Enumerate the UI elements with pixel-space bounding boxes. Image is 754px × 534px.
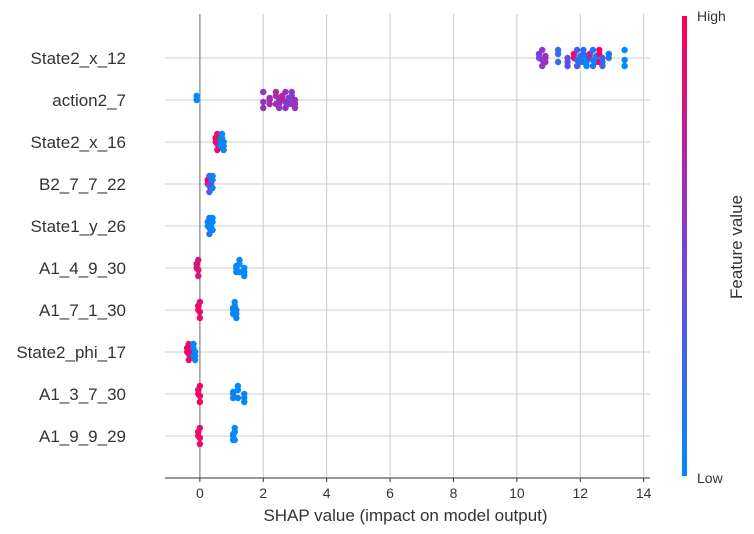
shap-point <box>260 104 267 112</box>
feature-label: A1_3_7_30 <box>39 385 126 404</box>
shap-point <box>220 146 227 154</box>
feature-label: action2_7 <box>52 91 126 110</box>
x-axis-ticks: 0 2 4 6 8 10 12 14 <box>196 478 652 501</box>
colorbar-low-label: Low <box>697 470 724 486</box>
feature-label: B2_7_7_22 <box>39 175 126 194</box>
x-tick-label: 8 <box>450 485 458 501</box>
shap-point <box>233 314 240 322</box>
x-tick-label: 10 <box>509 485 525 501</box>
x-axis-title: SHAP value (impact on model output) <box>263 506 547 525</box>
shap-point <box>564 62 571 70</box>
shap-point <box>275 104 283 112</box>
shap-point <box>554 58 562 66</box>
shap-point <box>196 398 204 406</box>
shap-point <box>195 272 202 280</box>
row-gridlines <box>165 14 650 478</box>
feature-labels: State2_x_12 action2_7 State2_x_16 B2_7_7_22… <box>16 49 126 446</box>
shap-point <box>185 340 192 348</box>
colorbar-title: Feature value <box>727 195 746 299</box>
x-tick-label: 4 <box>323 485 331 501</box>
shap-point <box>196 314 204 322</box>
shap-point <box>231 428 238 436</box>
shap-point <box>209 226 216 234</box>
shap-point <box>241 398 248 406</box>
shap-point <box>191 356 199 364</box>
shap-point <box>196 440 204 448</box>
shap-point <box>605 54 612 62</box>
shap-points <box>183 46 628 448</box>
shap-point <box>282 88 289 96</box>
shap-point <box>583 62 590 70</box>
shap-point <box>236 260 243 268</box>
shap-point <box>196 298 204 306</box>
shap-point <box>542 58 549 66</box>
shap-point <box>231 436 238 444</box>
shap-point <box>195 256 202 264</box>
shap-point <box>621 62 628 70</box>
shap-point <box>621 56 628 64</box>
shap-point <box>234 386 242 394</box>
feature-label: A1_9_9_29 <box>39 427 126 446</box>
shap-point <box>209 176 216 184</box>
x-tick-label: 14 <box>636 485 652 501</box>
feature-label: State2_x_16 <box>31 133 126 152</box>
colorbar <box>682 16 687 476</box>
feature-label: A1_7_1_30 <box>39 301 126 320</box>
shap-point <box>266 100 273 108</box>
x-tick-label: 2 <box>259 485 267 501</box>
x-tick-label: 6 <box>386 485 394 501</box>
shap-point <box>241 272 248 280</box>
x-tick-label: 0 <box>196 485 204 501</box>
shap-point <box>291 104 299 112</box>
shap-point <box>260 88 267 96</box>
shap-point <box>196 424 204 432</box>
shap-point <box>193 96 200 104</box>
shap-point <box>573 46 581 54</box>
shap-point <box>196 434 204 442</box>
feature-label: State2_x_12 <box>31 49 126 68</box>
shap-point <box>260 98 267 106</box>
colorbar-high-label: High <box>697 8 726 24</box>
shap-point <box>599 62 606 70</box>
shap-point <box>554 50 562 58</box>
feature-label: A1_4_9_30 <box>39 259 126 278</box>
shap-point <box>214 130 221 138</box>
shap-point <box>234 394 242 402</box>
shap-point <box>209 184 216 192</box>
shap-point <box>621 46 628 54</box>
feature-label: State2_phi_17 <box>16 343 126 362</box>
shap-point <box>195 266 202 274</box>
shap-point <box>539 46 546 54</box>
shap-point <box>229 394 237 402</box>
shap-point <box>209 218 216 226</box>
shap-point <box>196 392 204 400</box>
shap-point <box>196 382 204 390</box>
shap-point <box>236 268 243 276</box>
feature-label: State1_y_26 <box>31 217 126 236</box>
shap-point <box>589 46 597 54</box>
shap-point <box>196 308 204 316</box>
x-tick-label: 12 <box>572 485 588 501</box>
